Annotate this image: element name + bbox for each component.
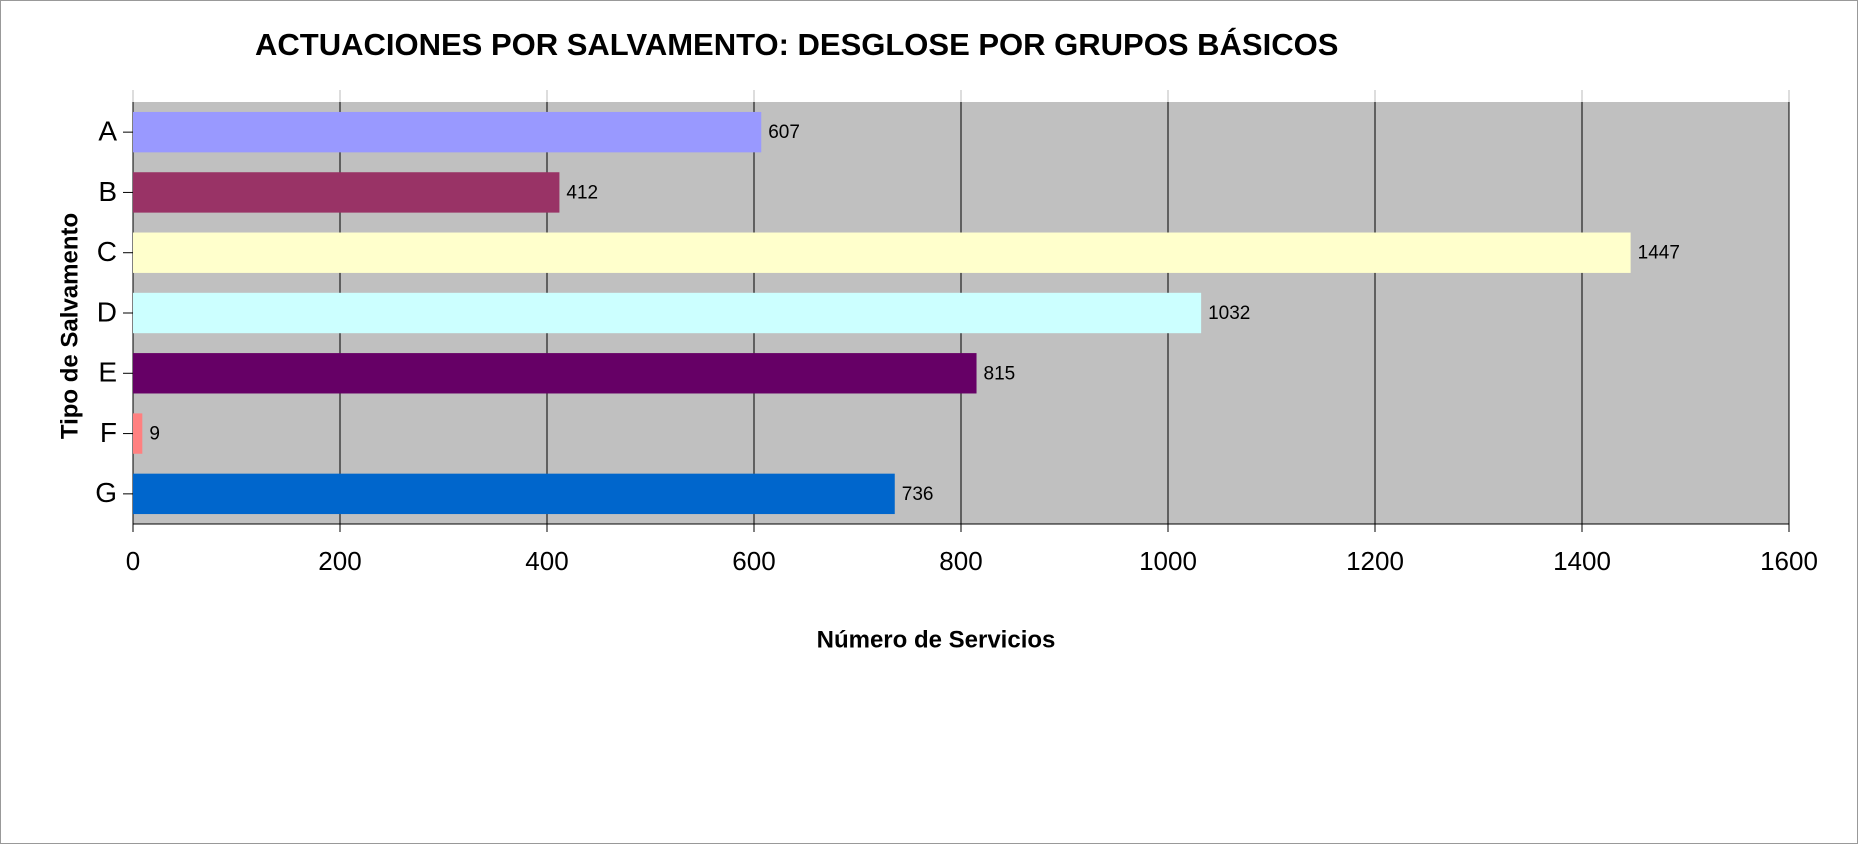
value-label: 1447	[1638, 243, 1680, 264]
y-tick-label: G	[95, 477, 117, 508]
x-tick-label: 0	[126, 546, 140, 576]
y-tick-label: A	[98, 116, 117, 147]
bar	[133, 232, 1631, 273]
value-label: 736	[902, 484, 934, 505]
chart-title: ACTUACIONES POR SALVAMENTO: DESGLOSE POR…	[255, 27, 1338, 62]
y-tick-label: F	[100, 417, 117, 448]
y-tick-label: E	[98, 357, 117, 388]
bar	[133, 292, 1202, 334]
value-label: 9	[149, 424, 160, 445]
y-tick-label: C	[97, 236, 117, 267]
y-axis-label: Tipo de Salvamento	[56, 213, 83, 439]
bar	[133, 111, 762, 153]
x-axis-label: Número de Servicios	[817, 626, 1056, 653]
value-label: 1032	[1208, 303, 1250, 324]
bar	[133, 413, 143, 454]
x-tick-label: 1000	[1139, 546, 1197, 576]
value-label: 815	[984, 363, 1016, 384]
y-tick-label: D	[97, 296, 117, 327]
bar	[133, 172, 560, 213]
x-tick-label: 1400	[1553, 546, 1611, 576]
x-tick-label: 600	[732, 546, 775, 576]
bar	[133, 473, 895, 515]
x-tick-label: 200	[318, 546, 361, 576]
bar	[133, 353, 977, 394]
x-tick-label: 1600	[1760, 546, 1818, 576]
x-tick-label: 400	[525, 546, 568, 576]
value-label: 607	[768, 122, 800, 143]
value-label: 412	[566, 182, 598, 203]
y-tick-label: B	[98, 176, 117, 207]
x-tick-label: 800	[939, 546, 982, 576]
x-tick-label: 1200	[1346, 546, 1404, 576]
